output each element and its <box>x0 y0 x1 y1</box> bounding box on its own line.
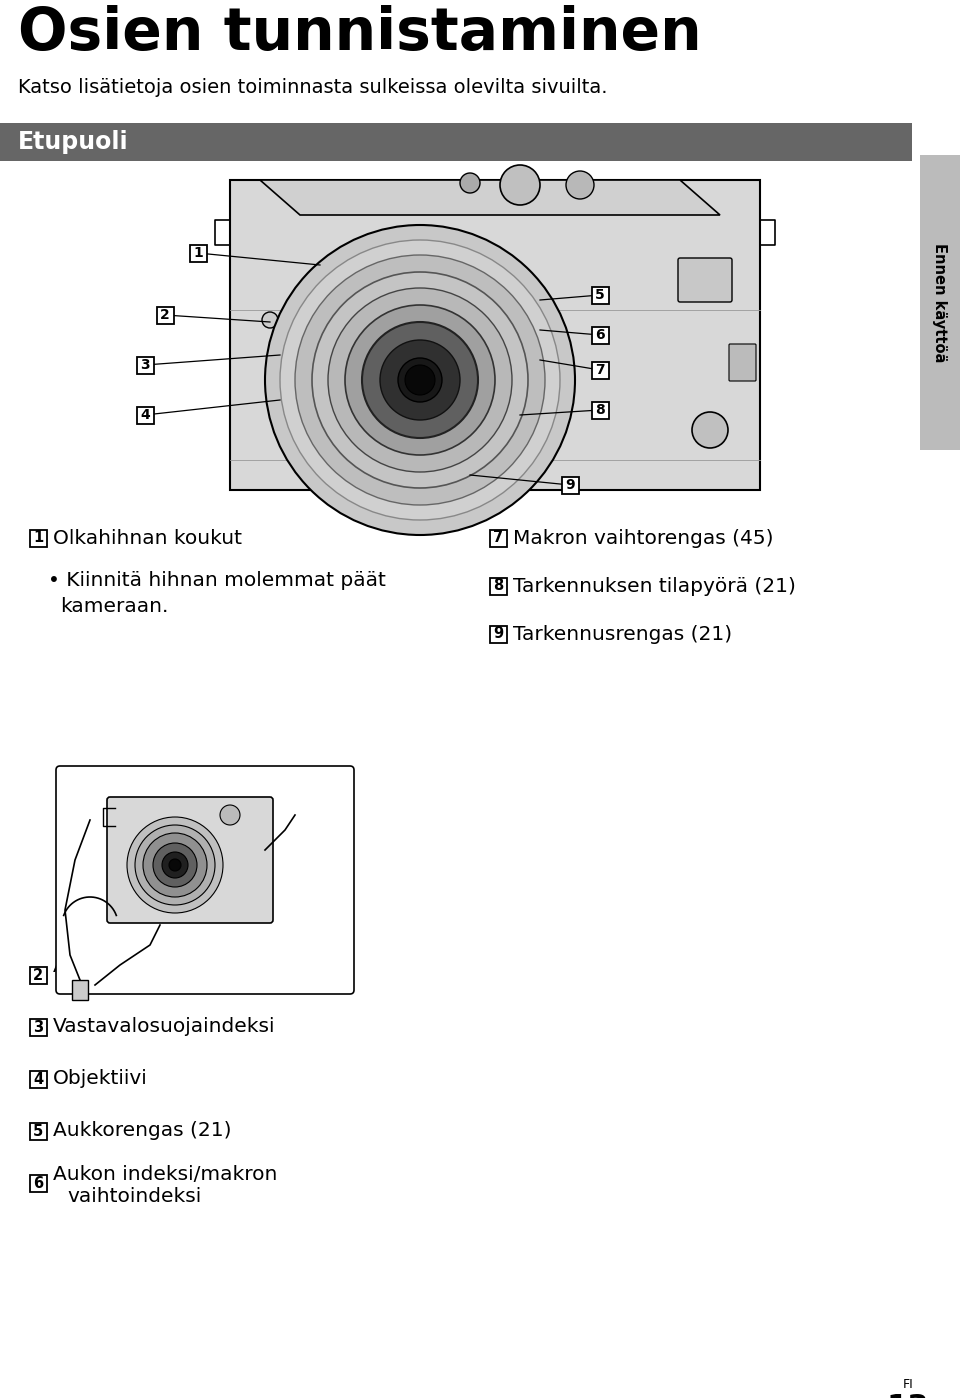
Text: kameraan.: kameraan. <box>60 597 168 615</box>
Circle shape <box>405 365 435 396</box>
Text: Olkahihnan koukut: Olkahihnan koukut <box>53 528 242 548</box>
Bar <box>30 1019 46 1036</box>
Text: 2: 2 <box>160 308 170 322</box>
Bar <box>562 477 579 493</box>
Text: 3: 3 <box>140 358 150 372</box>
Text: 8: 8 <box>492 579 503 594</box>
Text: FI: FI <box>902 1378 913 1391</box>
Bar <box>30 966 46 984</box>
Circle shape <box>135 825 215 905</box>
FancyBboxPatch shape <box>107 797 273 923</box>
Circle shape <box>500 165 540 206</box>
Text: 1: 1 <box>33 530 43 545</box>
Text: 6: 6 <box>33 1176 43 1191</box>
Circle shape <box>127 816 223 913</box>
Circle shape <box>265 225 575 535</box>
Bar <box>30 1123 46 1139</box>
Text: AF-apuvalo(26)/: AF-apuvalo(26)/ <box>53 956 214 976</box>
Bar <box>591 362 609 379</box>
Bar <box>156 306 174 323</box>
Circle shape <box>143 833 207 898</box>
Circle shape <box>328 288 512 473</box>
Text: 9: 9 <box>492 626 503 642</box>
Text: Osien tunnistaminen: Osien tunnistaminen <box>18 6 702 62</box>
Bar <box>591 401 609 418</box>
Text: itselaukaisimen valo: itselaukaisimen valo <box>67 979 273 998</box>
Text: Tarkennusrengas (21): Tarkennusrengas (21) <box>513 625 732 643</box>
FancyBboxPatch shape <box>72 980 88 1000</box>
Bar <box>490 625 507 643</box>
Text: Makron vaihtorengas (45): Makron vaihtorengas (45) <box>513 528 774 548</box>
Bar <box>189 245 206 261</box>
Text: 4: 4 <box>33 1071 43 1086</box>
Text: 4: 4 <box>140 408 150 422</box>
Bar <box>30 530 46 547</box>
Circle shape <box>692 412 728 447</box>
Circle shape <box>460 173 480 193</box>
Text: 1: 1 <box>193 246 203 260</box>
Text: 5: 5 <box>33 1124 43 1138</box>
Text: 6: 6 <box>595 329 605 343</box>
Bar <box>136 407 154 424</box>
Polygon shape <box>260 180 720 215</box>
Text: 13: 13 <box>887 1392 929 1398</box>
Text: 9: 9 <box>565 478 575 492</box>
Text: Aukkorengas (21): Aukkorengas (21) <box>53 1121 231 1141</box>
Bar <box>591 287 609 303</box>
Circle shape <box>262 312 278 329</box>
Text: Katso lisätietoja osien toiminnasta sulkeissa olevilta sivuilta.: Katso lisätietoja osien toiminnasta sulk… <box>18 78 608 96</box>
Text: Etupuoli: Etupuoli <box>18 130 129 154</box>
FancyBboxPatch shape <box>729 344 756 382</box>
Text: 7: 7 <box>595 363 605 377</box>
FancyBboxPatch shape <box>678 259 732 302</box>
Circle shape <box>566 171 594 199</box>
Text: 5: 5 <box>595 288 605 302</box>
FancyBboxPatch shape <box>56 766 354 994</box>
Bar <box>490 577 507 594</box>
Circle shape <box>380 340 460 419</box>
Text: Tarkennuksen tilapyörä (21): Tarkennuksen tilapyörä (21) <box>513 576 796 596</box>
Circle shape <box>153 843 197 886</box>
Text: 3: 3 <box>33 1019 43 1035</box>
Circle shape <box>345 305 495 454</box>
Polygon shape <box>230 180 760 491</box>
Text: Vastavalosuojaindeksi: Vastavalosuojaindeksi <box>53 1018 276 1036</box>
Text: 2: 2 <box>33 967 43 983</box>
Circle shape <box>280 240 560 520</box>
Text: • Kiinnitä hihnan molemmat päät: • Kiinnitä hihnan molemmat päät <box>48 570 386 590</box>
Circle shape <box>162 851 188 878</box>
Bar <box>30 1174 46 1191</box>
Text: Ennen käyttöä: Ennen käyttöä <box>932 243 948 362</box>
Circle shape <box>398 358 442 403</box>
Bar <box>30 1071 46 1088</box>
Circle shape <box>169 858 181 871</box>
Text: 8: 8 <box>595 403 605 417</box>
Bar <box>0 123 912 161</box>
Circle shape <box>220 805 240 825</box>
Text: vaihtoindeksi: vaihtoindeksi <box>67 1187 202 1205</box>
Bar <box>490 530 507 547</box>
Bar <box>591 327 609 344</box>
Circle shape <box>362 322 478 438</box>
Text: 7: 7 <box>492 530 503 545</box>
Bar <box>136 356 154 373</box>
Circle shape <box>295 254 545 505</box>
Text: Objektiivi: Objektiivi <box>53 1069 148 1089</box>
Bar <box>920 155 960 450</box>
Circle shape <box>312 273 528 488</box>
Text: Aukon indeksi/makron: Aukon indeksi/makron <box>53 1165 277 1184</box>
